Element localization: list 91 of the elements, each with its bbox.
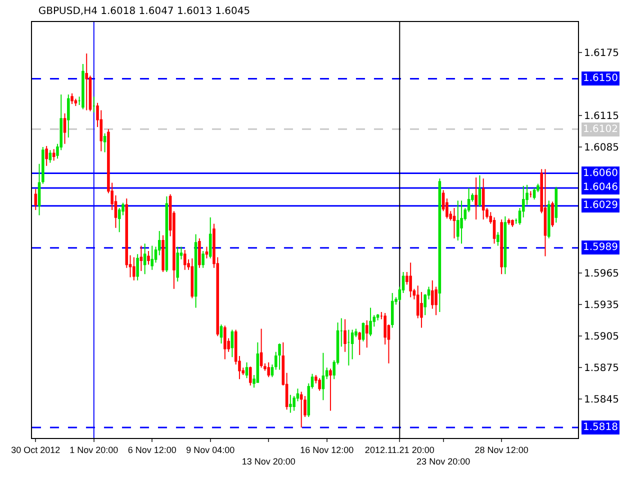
candlestick	[92, 96, 96, 113]
ref-line-label: 1.5989	[583, 242, 618, 253]
candlestick	[63, 112, 66, 144]
y-tick-label: 1.6115	[584, 110, 619, 122]
candlestick	[150, 245, 154, 270]
candlestick	[507, 218, 510, 226]
candlestick	[205, 246, 208, 259]
candlestick	[438, 178, 442, 312]
y-tick-label: 1.5935	[584, 300, 619, 312]
candlestick	[322, 352, 325, 401]
ref-line-label: 1.6150	[583, 73, 618, 84]
candlestick	[230, 329, 234, 358]
candlestick	[460, 200, 463, 244]
candlestick	[504, 216, 507, 275]
x-tick-label: 28 Nov 12:00	[474, 444, 528, 455]
candlestick	[198, 238, 201, 268]
candlestick	[318, 378, 321, 392]
x-tick-label: 30 Oct 2012	[11, 444, 60, 455]
ref-line-label: 1.5818	[583, 422, 618, 433]
candlestick	[551, 201, 554, 228]
y-tick-label: 1.5875	[584, 363, 619, 374]
candlestick	[260, 328, 263, 368]
candlestick	[496, 232, 500, 246]
ref-line-label: 1.6046	[583, 182, 618, 193]
y-tick-label: 1.5845	[584, 394, 619, 406]
y-tick-label: 1.6175	[584, 48, 619, 59]
y-tick-label: 1.5905	[584, 332, 619, 343]
candlestick	[358, 331, 361, 356]
candlestick	[511, 218, 514, 228]
candlestick	[365, 320, 368, 348]
candlestick	[162, 234, 164, 273]
ref-line-label: 1.6060	[583, 168, 618, 179]
candlestick	[278, 342, 281, 370]
x-tick-label: 1 Nov 20:00	[70, 444, 118, 455]
x-tick-label: 2012.11.21 20:00	[364, 444, 434, 455]
candlestick	[183, 249, 186, 270]
candlestick	[34, 188, 38, 211]
candlestick	[554, 186, 558, 224]
candlestick	[362, 322, 365, 342]
candlestick	[147, 250, 150, 266]
candlestick	[176, 246, 179, 282]
candlestick	[132, 256, 136, 281]
candlestick	[48, 150, 52, 164]
candlestick	[267, 362, 270, 378]
candlestick	[136, 254, 139, 281]
ref-line-label: 1.6029	[583, 200, 618, 211]
candlestick	[208, 216, 212, 259]
candlestick	[544, 168, 547, 257]
candlestick	[220, 324, 223, 344]
candlestick	[165, 196, 168, 273]
candlestick	[270, 364, 274, 378]
candlestick	[190, 258, 194, 299]
candlestick	[482, 178, 485, 220]
candlestick	[245, 362, 248, 379]
candlestick	[82, 64, 84, 110]
candlestick	[70, 92, 74, 104]
candlestick	[500, 218, 503, 275]
candlestick	[85, 53, 88, 111]
candlestick	[390, 292, 394, 328]
candlestick	[347, 329, 350, 366]
candlestick	[529, 190, 532, 198]
x-tick-label: 9 Nov 04:00	[186, 444, 235, 455]
candlestick	[202, 250, 204, 268]
x-tick-label: 23 Nov 20:00	[416, 456, 470, 466]
candlestick	[140, 245, 143, 272]
candlestick	[249, 366, 252, 386]
candlestick	[409, 262, 412, 298]
candlestick	[143, 243, 146, 275]
y-tick-label: 1.6085	[584, 142, 619, 154]
candlestick	[289, 394, 292, 414]
candlestick	[547, 200, 550, 239]
candlestick	[329, 368, 332, 412]
x-tick-label: 13 Nov 20:00	[242, 456, 296, 466]
y-tick-label: 1.5965	[584, 268, 619, 280]
x-tick-label: 6 Nov 12:00	[128, 444, 176, 455]
chart-title: GBPUSD,H4 1.6018 1.6047 1.6013 1.6045	[38, 6, 250, 18]
candlestick	[452, 207, 456, 239]
candlestick	[194, 234, 198, 308]
candlestick	[224, 325, 226, 360]
candlestick	[45, 145, 48, 166]
candlestick	[474, 176, 478, 220]
candlestick	[478, 174, 482, 208]
candlestick	[300, 391, 303, 428]
candlestick	[344, 318, 346, 352]
candlestick	[67, 94, 70, 138]
candlestick	[369, 307, 372, 337]
x-tick-label: 16 Nov 12:00	[300, 444, 354, 455]
candlestick	[52, 148, 56, 162]
candlestick	[532, 187, 536, 200]
candlestick	[456, 200, 460, 242]
candlestick	[103, 132, 106, 153]
